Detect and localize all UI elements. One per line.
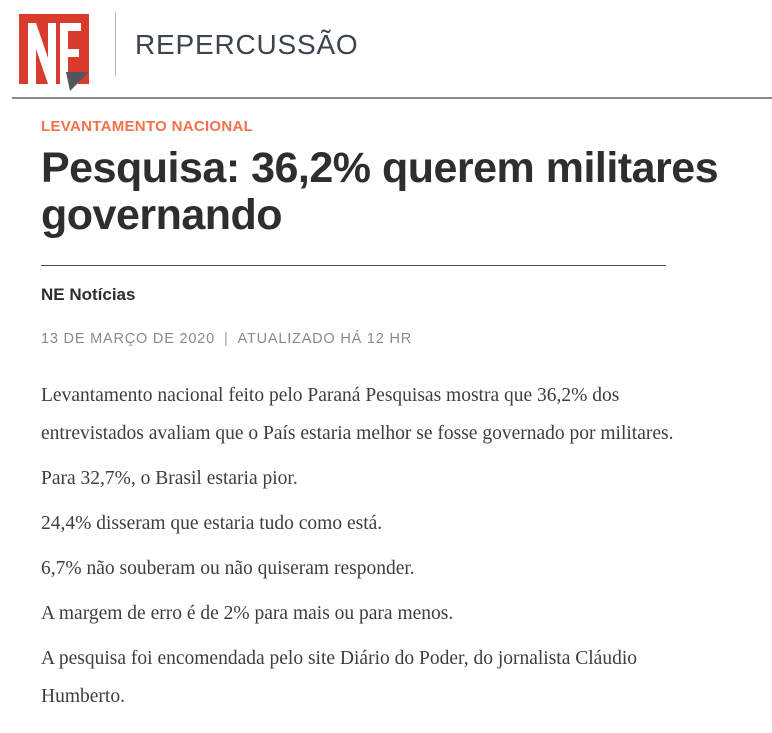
headline-rule [41,264,666,266]
article-paragraph: Para 32,7%, o Brasil estaria pior. [41,467,298,489]
ne-logo-icon [19,14,89,91]
article-author: NE Notícias [41,284,136,304]
article-paragraph: 24,4% disseram que estaria tudo como est… [41,512,383,534]
updated-label: ATUALIZADO HÁ 12 HR [237,330,413,347]
article-body: Levantamento nacional feito pelo Paraná … [41,377,772,716]
header-divider [115,12,116,76]
site-logo[interactable]: NE [19,14,96,93]
article-headline: Pesquisa: 36,2% querem militares governa… [41,144,719,240]
section-title[interactable]: REPERCUSSÃO [135,29,359,60]
site-header: NE REPERCUSSÃO [0,0,772,97]
article-paragraph: 6,7% não souberam ou não quiseram respon… [41,557,415,579]
article: LEVANTAMENTO NACIONAL Pesquisa: 36,2% qu… [0,99,772,733]
publish-date: 13 DE MARÇO DE 2020 [41,330,215,347]
article-paragraph: Levantamento nacional feito pelo Paraná … [41,384,674,444]
dateline-separator: | [223,330,229,347]
article-dateline: 13 DE MARÇO DE 2020 | ATUALIZADO HÁ 12 HR [41,331,772,347]
article-kicker[interactable]: LEVANTAMENTO NACIONAL [41,118,254,135]
header-rule [12,97,772,99]
article-paragraph: A pesquisa foi encomendada pelo site Diá… [41,647,638,707]
logo-text: NE [96,14,97,15]
article-paragraph: A margem de erro é de 2% para mais ou pa… [41,602,454,624]
